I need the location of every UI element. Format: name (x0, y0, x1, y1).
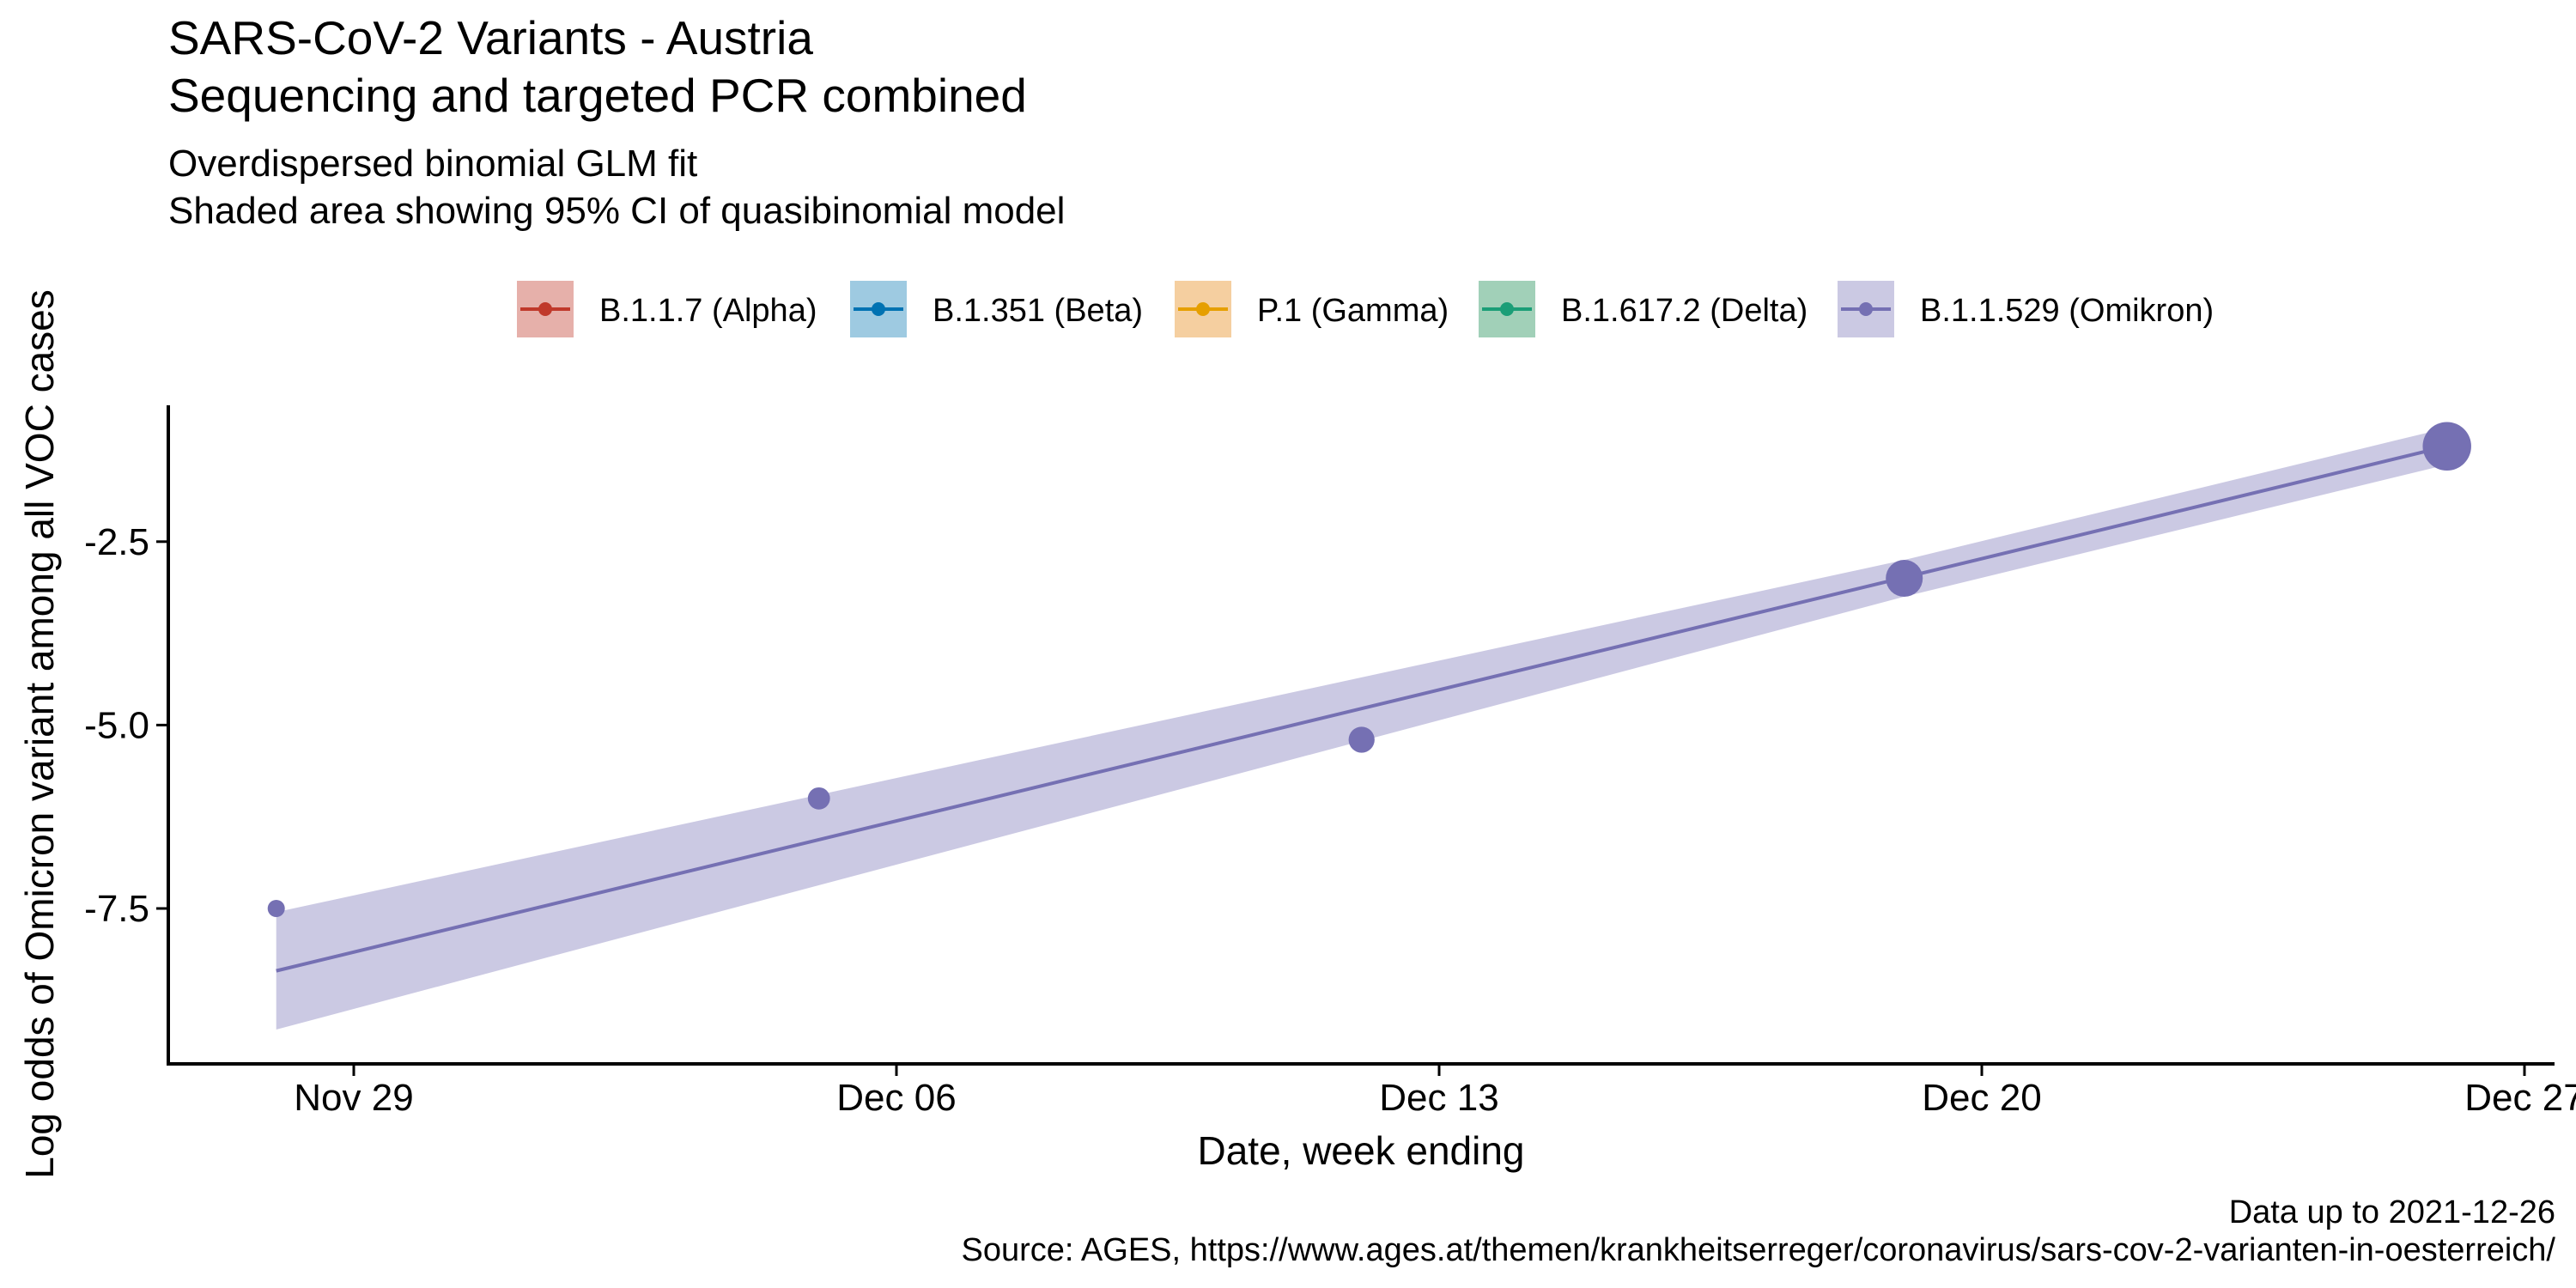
fit-line-layer (276, 444, 2448, 973)
legend-label: B.1.1.529 (Omikron) (1920, 293, 2214, 329)
caption-source: Source: AGES, https://www.ages.at/themen… (962, 1232, 2556, 1268)
fit-line (276, 444, 2448, 973)
x-axis-label: Date, week ending (1197, 1128, 1524, 1173)
legend-item: B.1.351 (Beta) (850, 281, 1143, 337)
legend-item: P.1 (Gamma) (1175, 281, 1449, 337)
x-axis-ticks: Nov 29 Dec 06 Dec 13 Dec 20 Dec 27 (294, 1064, 2576, 1119)
y-tick-label: -5.0 (84, 704, 149, 746)
legend-key-point (1500, 302, 1514, 316)
legend-label: B.1.351 (Beta) (933, 293, 1143, 329)
data-point (1886, 559, 1923, 598)
chart-subtitle: Overdispersed binomial GLM fit (168, 143, 697, 185)
x-tick-label: Dec 20 (1922, 1077, 2041, 1119)
data-point (267, 900, 285, 917)
data-point (807, 787, 830, 810)
legend: B.1.1.7 (Alpha) B.1.351 (Beta) P.1 (Gamma)… (517, 281, 2214, 337)
legend-key-point (1859, 302, 1873, 316)
x-tick-label: Dec 06 (836, 1077, 956, 1119)
data-points-layer (267, 422, 2471, 917)
x-tick-label: Dec 13 (1379, 1077, 1498, 1119)
y-tick-label: -2.5 (84, 521, 149, 563)
chart-title: SARS-CoV-2 Variants - Austria (168, 11, 813, 64)
legend-key-point (872, 302, 885, 316)
legend-item: B.1.617.2 (Delta) (1479, 281, 1807, 337)
y-axis-ticks: -2.5 -5.0 -7.5 (84, 521, 168, 930)
legend-label: B.1.617.2 (Delta) (1561, 293, 1807, 329)
legend-key-point (538, 302, 552, 316)
legend-key-point (1196, 302, 1210, 316)
chart-title-line2: Sequencing and targeted PCR combined (168, 69, 1027, 122)
data-point (1348, 726, 1375, 753)
chart-subtitle-line2: Shaded area showing 95% CI of quasibinom… (168, 190, 1065, 232)
caption-data-date: Data up to 2021-12-26 (2229, 1194, 2555, 1230)
y-axis-label: Log odds of Omicron variant among all VO… (17, 289, 62, 1179)
data-point (2422, 422, 2471, 471)
x-tick-label: Dec 27 (2464, 1077, 2576, 1119)
legend-item: B.1.1.7 (Alpha) (517, 281, 817, 337)
legend-label: B.1.1.7 (Alpha) (599, 293, 817, 329)
legend-label: P.1 (Gamma) (1257, 293, 1449, 329)
x-tick-label: Nov 29 (294, 1077, 413, 1119)
y-tick-label: -7.5 (84, 888, 149, 930)
legend-item: B.1.1.529 (Omikron) (1838, 281, 2214, 337)
